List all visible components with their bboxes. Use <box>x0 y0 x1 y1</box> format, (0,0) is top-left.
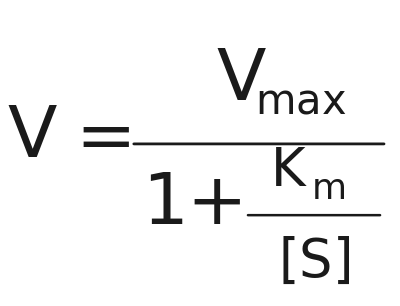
Text: $\mathsf{V}$: $\mathsf{V}$ <box>7 103 58 172</box>
Text: $\mathsf{+}$: $\mathsf{+}$ <box>186 170 241 239</box>
Text: $\mathsf{1}$: $\mathsf{1}$ <box>142 170 183 239</box>
Text: $\mathsf{=}$: $\mathsf{=}$ <box>61 103 130 172</box>
Text: $\mathsf{m}$: $\mathsf{m}$ <box>311 172 345 206</box>
Text: $\mathsf{[S]}$: $\mathsf{[S]}$ <box>278 236 350 288</box>
Text: $\mathsf{K}$: $\mathsf{K}$ <box>270 145 307 197</box>
Text: $\mathsf{max}$: $\mathsf{max}$ <box>254 80 346 122</box>
Text: $\mathsf{V}$: $\mathsf{V}$ <box>216 46 267 115</box>
